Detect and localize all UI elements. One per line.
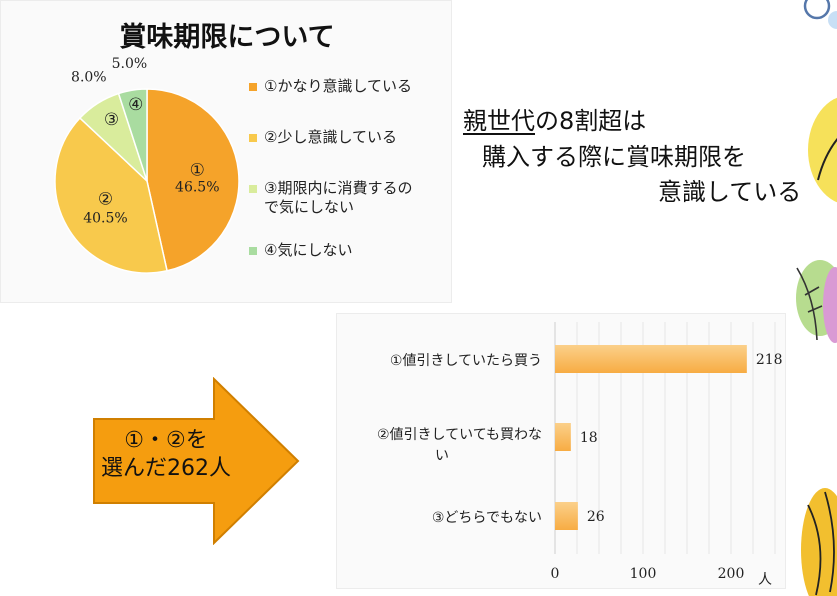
arrow-shape <box>93 377 300 545</box>
leaf-illustration <box>796 267 823 341</box>
eggplant-illustration <box>823 267 837 343</box>
legend-swatch <box>249 185 257 193</box>
arrow-label-line-1: ①・②を <box>124 428 208 453</box>
pie-slice-marker: ③ <box>104 110 119 130</box>
pie-slice-value-label: 40.5% <box>83 211 127 227</box>
decorative-circle <box>828 11 837 29</box>
pie-chart: ①46.5% ②40.5% ③ 8.0% ④ 5.0% <box>54 56 240 274</box>
pie-slice-value-label: 46.5% <box>175 179 219 195</box>
pear-illustration <box>807 491 835 596</box>
headline-line-1-rest: の8割超は <box>535 107 647 135</box>
bar-value-label: 18 <box>580 430 598 446</box>
headline-underlined: 親世代 <box>463 107 535 135</box>
legend-label: ②少し意識している <box>264 128 397 146</box>
pie-slice-value-label: 5.0% <box>112 56 148 72</box>
legend-label: ①かなり意識している <box>264 77 412 95</box>
bar-category-label: ①値引きしていたら買う <box>390 353 542 369</box>
legend-swatch <box>249 247 257 255</box>
bar-value-label: 26 <box>587 509 605 525</box>
legend-item: ④気にしない <box>248 241 448 260</box>
headline-line-2: 購入する際に賞味期限を <box>482 143 746 171</box>
legend-swatch <box>249 83 257 91</box>
bar <box>555 423 571 451</box>
x-tick-label: 0 <box>551 566 560 582</box>
legend-item: ③期限内に消費するの で気にしない <box>248 179 448 217</box>
pie-slice <box>146 88 240 272</box>
bar-category-label: い <box>435 448 449 464</box>
pie-slice <box>54 116 168 274</box>
x-tick-label: 100 <box>630 566 657 582</box>
bar-value-label: 218 <box>756 352 783 368</box>
pie-chart-title: 賞味期限について <box>119 22 335 53</box>
lemon-illustration <box>808 97 837 203</box>
bar-category-label: ②値引きしていても買わな <box>377 427 542 443</box>
arrow-label-line-2: 選んだ262人 <box>101 456 231 481</box>
legend-item: ②少し意識している <box>248 128 448 147</box>
pie-chart-panel: 賞味期限について ① 46.5% ② 40.5% ③ 8.0% ④ 5.0% ①かなり意識して… <box>0 0 452 303</box>
legend-item: ①かなり意識している <box>248 77 448 96</box>
headline-line-3: 意識している <box>658 178 802 206</box>
headline-line-1: 親世代の8割超は <box>463 101 646 136</box>
legend-label: ④気にしない <box>264 241 353 259</box>
arrow-shape-body <box>93 377 300 545</box>
pie-slice-value-label: 8.0% <box>71 69 107 85</box>
pie-slice-marker: ④ <box>128 95 143 115</box>
pie-slice-marker: ① <box>190 160 205 180</box>
pie-slice-marker: ② <box>98 190 113 210</box>
bar <box>555 502 578 530</box>
x-axis-unit: 人 <box>758 572 772 588</box>
legend-swatch <box>249 134 257 142</box>
arrow-label: ①・②を 選んだ262人 <box>92 427 240 483</box>
lemon-illustration <box>817 137 837 181</box>
legend-label: で気にしない <box>264 198 355 216</box>
pie-slice <box>117 88 148 182</box>
legend-label: ③期限内に消費するの <box>264 179 413 197</box>
pie-legend: ①かなり意識している ②少し意識している ③期限内に消費するの で気にしない ④気にしな… <box>248 77 448 260</box>
bar <box>555 345 747 373</box>
bar-category-label: ③どちらでもない <box>432 510 542 526</box>
decorative-circle <box>803 0 831 20</box>
x-tick-label: 200 <box>718 566 745 582</box>
bar-chart-panel: 218 ①値引きしていたら買う 18 ②値引きしていても買わない 26 ③どちらでもない 0… <box>336 313 786 589</box>
